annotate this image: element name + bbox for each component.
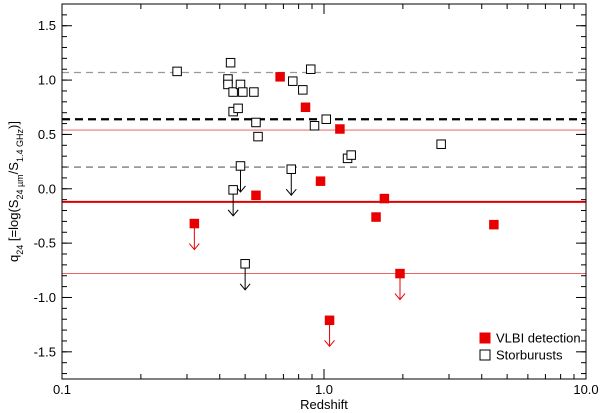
data-point [249,87,259,97]
y-tick-label: 1.5 [38,18,56,33]
y-axis-title: q24 [=log(S24 µm/S1.4 GHz)] [6,121,25,262]
legend: VLBI detection Storburusts [479,331,581,363]
y-axis-title-sub1: 24 µm [15,174,25,199]
y-axis-title-close: )] [6,121,21,129]
upper-limit-arrowhead [227,209,239,217]
data-point [305,64,316,74]
data-point [335,124,345,134]
data-point [223,79,233,90]
y-tick-label: -1.5 [34,344,56,359]
data-point [228,185,238,195]
upper-limit-arrowhead [188,243,200,251]
y-tick-label: -1.0 [34,290,56,305]
data-point [235,161,246,171]
series-storburusts [172,57,446,291]
x-tick-label: 0.1 [53,382,71,397]
data-point [251,190,261,201]
legend-label-storburusts: Storburusts [496,348,563,363]
plot-frame [61,3,587,380]
x-tick-label: 1.0 [315,382,333,397]
data-point [315,176,326,186]
legend-marker-storburusts [479,349,491,361]
data-point [436,139,446,149]
data-layer [172,57,499,348]
x-tick-label: 10.0 [573,382,598,397]
data-point [275,72,285,82]
upper-limit-arrowhead [394,293,406,301]
data-point [286,164,297,174]
reference-lines [62,71,586,275]
data-point [172,66,182,77]
data-point [309,120,320,131]
data-point [346,150,356,160]
data-point [251,117,261,128]
axis-tick-labels: 0.1 1.0 10.0 -1.5 -1.0 -0.5 0.0 0.5 1.0 1.5 [34,18,599,397]
data-point [371,212,381,222]
series-vlbi-detection [188,72,499,348]
legend-label-vlbi-detection: VLBI detection [496,331,581,346]
data-point [288,76,298,86]
x-axis-title: Redshift [300,397,348,412]
data-point [321,114,332,124]
data-point [300,102,311,113]
data-point [395,268,405,279]
y-tick-label: -0.5 [34,236,56,251]
legend-marker-vlbi-detection [479,332,491,344]
axis-ticks [61,3,587,379]
data-point [238,87,248,97]
y-axis-title-base: q [6,255,21,262]
y-axis-title-mid: /S [6,162,21,175]
data-point [489,219,499,230]
y-tick-label: 1.0 [38,73,56,88]
y-tick-label: 0.5 [38,127,56,142]
upper-limit-arrowhead [324,339,335,348]
data-point [225,57,236,68]
data-point [233,103,243,114]
upper-limit-arrowhead [239,283,251,291]
data-point [324,315,335,326]
data-point [189,218,200,229]
upper-limit-arrowhead [285,188,297,196]
y-tick-label: 0.0 [38,181,56,196]
y-axis-title-base-sub: 24 [15,245,25,255]
data-point [379,193,390,204]
data-point [253,131,263,142]
y-axis-title-sub2: 1.4 GHz [15,129,25,163]
data-point [240,259,250,269]
data-point [228,87,238,97]
y-axis-title-open: [=log(S [6,199,21,244]
data-point [298,85,308,95]
